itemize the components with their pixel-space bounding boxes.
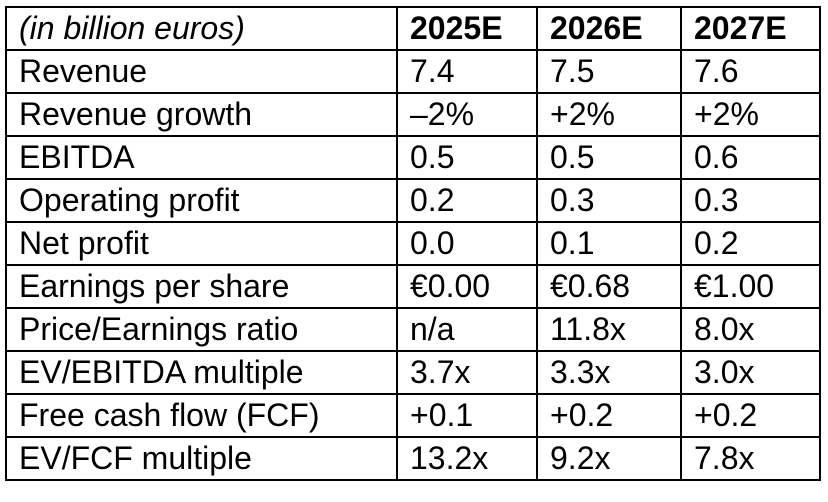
header-row: (in billion euros) 2025E 2026E 2027E [5,6,821,51]
column-header-2027e: 2027E [680,6,821,51]
row-label: EV/EBITDA multiple [5,350,398,395]
cell-value: –2% [396,92,538,137]
table-row: Free cash flow (FCF) +0.1 +0.2 +0.2 [5,393,821,438]
cell-value: €1.00 [680,264,821,309]
column-header-2026e: 2026E [536,6,682,51]
unit-label: (in billion euros) [5,6,398,51]
cell-value: 3.0x [680,350,821,395]
cell-value: 0.3 [680,178,821,223]
cell-value: 0.5 [396,135,538,180]
cell-value: 3.7x [396,350,538,395]
cell-value: 0.1 [536,221,682,266]
table-row: EV/FCF multiple 13.2x 9.2x 7.8x [5,436,821,481]
table-row: Earnings per share €0.00 €0.68 €1.00 [5,264,821,309]
cell-value: 7.8x [680,436,821,481]
row-label: Operating profit [5,178,398,223]
table-row: EBITDA 0.5 0.5 0.6 [5,135,821,180]
row-label: EV/FCF multiple [5,436,398,481]
financial-forecast-table: (in billion euros) 2025E 2026E 2027E Rev… [5,6,821,481]
table-row: Revenue 7.4 7.5 7.6 [5,49,821,94]
row-label: Revenue growth [5,92,398,137]
table-row: EV/EBITDA multiple 3.7x 3.3x 3.0x [5,350,821,395]
cell-value: 0.3 [536,178,682,223]
cell-value: 0.2 [680,221,821,266]
column-header-2025e: 2025E [396,6,538,51]
table-row: Operating profit 0.2 0.3 0.3 [5,178,821,223]
cell-value: 8.0x [680,307,821,352]
cell-value: 7.5 [536,49,682,94]
table-row: Net profit 0.0 0.1 0.2 [5,221,821,266]
cell-value: +2% [680,92,821,137]
table-row: Revenue growth –2% +2% +2% [5,92,821,137]
row-label: EBITDA [5,135,398,180]
cell-value: +2% [536,92,682,137]
cell-value: 7.6 [680,49,821,94]
cell-value: €0.68 [536,264,682,309]
cell-value: +0.1 [396,393,538,438]
cell-value: 13.2x [396,436,538,481]
row-label: Free cash flow (FCF) [5,393,398,438]
row-label: Price/Earnings ratio [5,307,398,352]
cell-value: 11.8x [536,307,682,352]
cell-value: 9.2x [536,436,682,481]
cell-value: 7.4 [396,49,538,94]
cell-value: €0.00 [396,264,538,309]
cell-value: 0.6 [680,135,821,180]
cell-value: +0.2 [536,393,682,438]
cell-value: 0.5 [536,135,682,180]
cell-value: 0.2 [396,178,538,223]
row-label: Net profit [5,221,398,266]
row-label: Earnings per share [5,264,398,309]
cell-value: 0.0 [396,221,538,266]
cell-value: n/a [396,307,538,352]
row-label: Revenue [5,49,398,94]
table-row: Price/Earnings ratio n/a 11.8x 8.0x [5,307,821,352]
cell-value: 3.3x [536,350,682,395]
cell-value: +0.2 [680,393,821,438]
